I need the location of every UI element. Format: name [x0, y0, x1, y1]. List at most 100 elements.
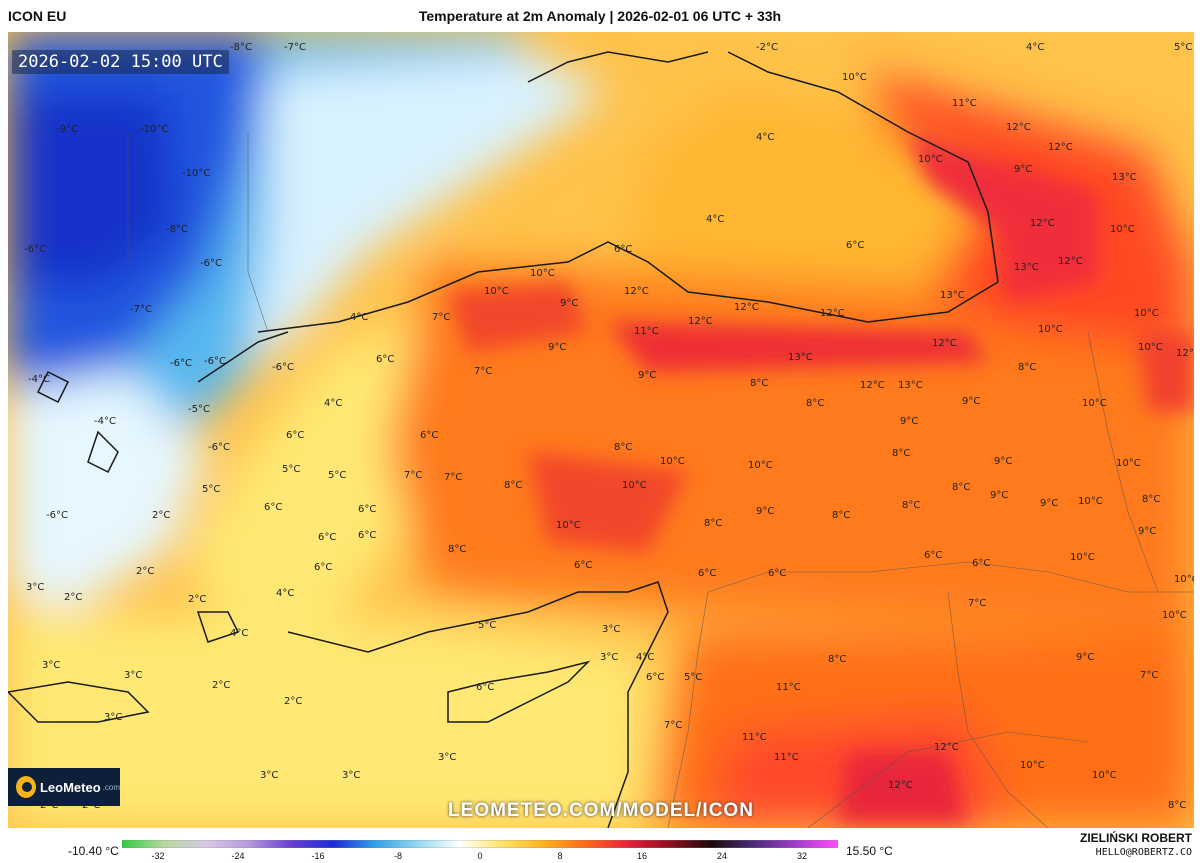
temperature-label: 10°C — [530, 268, 555, 279]
temperature-label: 4°C — [756, 132, 774, 143]
temperature-label: 13°C — [898, 380, 923, 391]
colorbar-tick-label: 24 — [716, 851, 728, 861]
author-email[interactable]: HELLO@ROBERTZ.CO — [1095, 847, 1192, 858]
chart-title: Temperature at 2m Anomaly | 2026-02-01 0… — [418, 8, 782, 24]
watermark: LEOMETEO.COM/MODEL/ICON — [448, 800, 754, 821]
temperature-label: 7°C — [444, 472, 462, 483]
temperature-label: -8°C — [230, 42, 252, 53]
temperature-label: 11°C — [742, 732, 767, 743]
anomaly-field — [8, 32, 1194, 828]
temperature-label: 10°C — [1078, 496, 1103, 507]
temperature-label: 10°C — [556, 520, 581, 531]
temperature-label: 10°C — [918, 154, 943, 165]
temperature-label: 3°C — [260, 770, 278, 781]
temperature-label: 3°C — [342, 770, 360, 781]
temperature-label: 4°C — [350, 312, 368, 323]
temperature-label: 13°C — [788, 352, 813, 363]
temperature-label: -6°C — [170, 358, 192, 369]
temperature-label: 6°C — [420, 430, 438, 441]
colorbar-tick-label: -24 — [231, 851, 245, 861]
temperature-label: 8°C — [448, 544, 466, 555]
temperature-label: 5°C — [328, 470, 346, 481]
leometeo-logo[interactable]: LeoMeteo .com — [8, 768, 120, 806]
temperature-label: 5°C — [478, 620, 496, 631]
temperature-label: 6°C — [314, 562, 332, 573]
legend-bar: -10.40 °C -32 -24 -16 -8 0 8 16 24 32 15.50 °C Z… — [0, 828, 1200, 863]
temperature-label: 10°C — [1116, 458, 1141, 469]
temperature-label: 7°C — [1140, 670, 1158, 681]
temperature-label: 12°C — [734, 302, 759, 313]
temperature-label: 10°C — [842, 72, 867, 83]
temperature-label: 6°C — [358, 530, 376, 541]
colorbar-tick-label: -16 — [311, 851, 325, 861]
temperature-label: -6°C — [46, 510, 68, 521]
temperature-label: 10°C — [622, 480, 647, 491]
temperature-label: 12°C — [1058, 256, 1083, 267]
temperature-label: 8°C — [952, 482, 970, 493]
temperature-label: 6°C — [614, 244, 632, 255]
model-name: ICON EU — [8, 8, 67, 24]
temperature-label: 12°C — [1030, 218, 1055, 229]
temperature-label: -6°C — [272, 362, 294, 373]
temperature-label: -10°C — [182, 168, 210, 179]
temperature-label: 10°C — [660, 456, 685, 467]
temperature-label: -6°C — [204, 356, 226, 367]
temperature-label: 12°C — [1006, 122, 1031, 133]
colorbar-tick-label: 16 — [636, 851, 648, 861]
temperature-label: 5°C — [282, 464, 300, 475]
temperature-label: 4°C — [276, 588, 294, 599]
colorbar-tick-label: 0 — [477, 851, 483, 861]
temperature-label: 9°C — [900, 416, 918, 427]
temperature-label: 8°C — [832, 510, 850, 521]
temperature-label: 7°C — [474, 366, 492, 377]
sun-logo-icon — [16, 776, 36, 798]
temperature-label: 6°C — [476, 682, 494, 693]
temperature-label: 10°C — [1038, 324, 1063, 335]
temperature-label: 9°C — [1076, 652, 1094, 663]
temperature-label: 4°C — [324, 398, 342, 409]
temperature-label: 6°C — [318, 532, 336, 543]
colorbar-tick-label: 8 — [557, 851, 563, 861]
temperature-label: 6°C — [972, 558, 990, 569]
temperature-label: 11°C — [634, 326, 659, 337]
valid-time-badge: 2026-02-02 15:00 UTC — [12, 50, 229, 74]
temperature-label: 9°C — [756, 506, 774, 517]
temperature-label: 9°C — [962, 396, 980, 407]
temperature-label: 3°C — [104, 712, 122, 723]
temperature-label: 11°C — [952, 98, 977, 109]
temperature-label: 6°C — [376, 354, 394, 365]
coastlines — [8, 51, 999, 828]
temperature-label: 6°C — [264, 502, 282, 513]
temperature-label: 4°C — [230, 628, 248, 639]
temperature-label: 10°C — [1020, 760, 1045, 771]
logo-text: LeoMeteo — [39, 779, 101, 795]
temperature-label: 6°C — [768, 568, 786, 579]
temperature-label: 5°C — [202, 484, 220, 495]
temperature-label: 11°C — [776, 682, 801, 693]
temperature-label: 8°C — [1018, 362, 1036, 373]
map-area[interactable]: -8°C -7°C -6°C -6°C -6°C -2°C 4°C 5°C -9°C -10°C -… — [8, 32, 1194, 828]
temperature-label: 7°C — [432, 312, 450, 323]
temperature-label: 2°C — [284, 696, 302, 707]
temperature-label: 2°C — [64, 592, 82, 603]
temperature-label: 12°C — [860, 380, 885, 391]
anomaly-map: -8°C -7°C -6°C -6°C -6°C -2°C 4°C 5°C -9°C -10°C -… — [8, 32, 1194, 828]
temperature-label: -4°C — [28, 374, 50, 385]
colorbar-tick-label: -32 — [151, 851, 165, 861]
author-name: ZIELIŃSKI ROBERT — [1079, 831, 1192, 845]
temperature-label: 12°C — [688, 316, 713, 327]
temperature-label: 9°C — [1014, 164, 1032, 175]
temperature-label: 12°C — [934, 742, 959, 753]
temperature-label: 12°C — [1048, 142, 1073, 153]
logo-sub: .com — [102, 782, 120, 792]
temperature-label: 10°C — [1174, 574, 1194, 585]
temperature-label: 7°C — [968, 598, 986, 609]
temperature-label: 3°C — [26, 582, 44, 593]
temperature-label: 4°C — [1026, 42, 1044, 53]
temperature-label: 12°C — [1176, 348, 1194, 359]
temperature-label: 13°C — [1014, 262, 1039, 273]
temperature-label: -6°C — [24, 244, 46, 255]
temperature-label: 5°C — [684, 672, 702, 683]
temperature-label: 2°C — [188, 594, 206, 605]
colorbar — [122, 840, 838, 848]
